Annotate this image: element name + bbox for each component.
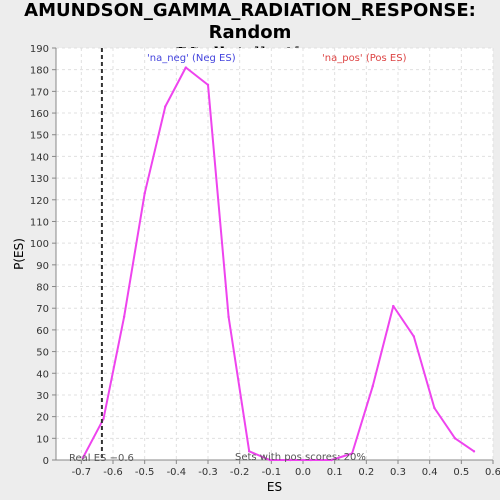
y-tick-label: 20 [36, 413, 49, 424]
x-tick-label: 0.0 [295, 467, 311, 478]
y-tick-label: 110 [30, 217, 49, 228]
y-tick-label: 10 [36, 434, 49, 445]
x-tick-label: -0.7 [72, 467, 92, 478]
data-point [371, 385, 374, 388]
data-point [122, 315, 126, 319]
y-tick-label: 40 [36, 369, 49, 380]
x-tick-label: 0.5 [453, 467, 469, 478]
x-tick-label: -0.2 [230, 467, 250, 478]
y-axis-label: P(ES) [12, 238, 26, 270]
data-point [350, 452, 354, 455]
y-tick-label: 130 [30, 174, 49, 185]
y-tick-label: 100 [30, 239, 49, 250]
data-point [289, 458, 292, 462]
y-tick-label: 150 [30, 131, 49, 142]
real-es-value-label: Real ES −0.6 [69, 453, 134, 464]
neg-es-label: 'na_neg' (Neg ES) [147, 53, 236, 64]
x-tick-label: -0.1 [262, 467, 282, 478]
data-point [268, 458, 271, 462]
data-point [330, 458, 333, 462]
x-tick-label: 0.4 [422, 467, 438, 478]
data-point [412, 335, 416, 338]
x-tick-label: -0.3 [198, 467, 218, 478]
data-point [309, 458, 313, 462]
y-tick-label: 90 [36, 261, 49, 272]
data-point [392, 304, 395, 308]
data-point [453, 437, 457, 440]
data-point [81, 456, 85, 460]
data-point [433, 406, 436, 410]
y-tick-label: 190 [30, 44, 49, 55]
x-tick-label: -0.6 [103, 467, 123, 478]
x-tick-label: 0.1 [327, 467, 343, 478]
data-point [184, 66, 188, 69]
y-tick-label: 160 [30, 109, 49, 120]
y-tick-label: 60 [36, 326, 49, 337]
x-tick-label: -0.4 [167, 467, 187, 478]
sets-pos-scores-label: Sets with pos scores: 20% [235, 452, 366, 463]
series-line [82, 66, 475, 461]
y-tick-label: 30 [36, 391, 49, 402]
x-tick-label: 0.3 [390, 467, 406, 478]
y-tick-label: 180 [30, 66, 49, 77]
data-point [164, 105, 167, 108]
x-tick-label: 0.6 [485, 467, 500, 478]
x-tick-label: 0.2 [358, 467, 374, 478]
y-tick-label: 0 [43, 456, 49, 467]
data-point [247, 450, 251, 453]
y-tick-label: 80 [36, 283, 49, 294]
data-point [227, 315, 230, 319]
plot-area [56, 48, 493, 460]
y-tick-label: 50 [36, 348, 49, 359]
y-tick-label: 170 [30, 87, 49, 98]
x-tick-label: -0.5 [135, 467, 155, 478]
y-tick-label: 120 [30, 196, 49, 207]
data-point [206, 83, 210, 87]
data-point [143, 192, 146, 195]
x-axis-label: ES [267, 480, 282, 494]
data-point [472, 450, 476, 453]
y-tick-label: 70 [36, 304, 49, 315]
y-tick-label: 140 [30, 152, 49, 163]
pos-es-label: 'na_pos' (Pos ES) [322, 53, 407, 64]
